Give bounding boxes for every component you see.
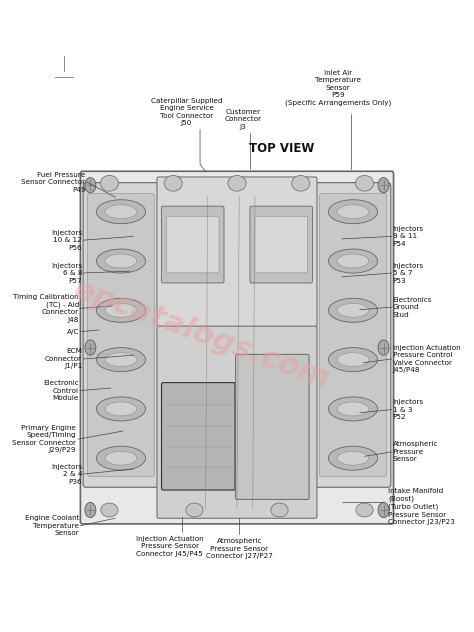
Text: Inlet Air
Temperature
Sensor
P59
(Specific Arrangements Only): Inlet Air Temperature Sensor P59 (Specif… <box>285 70 392 106</box>
Ellipse shape <box>105 402 137 416</box>
Ellipse shape <box>96 200 146 224</box>
FancyBboxPatch shape <box>157 177 317 327</box>
Ellipse shape <box>96 298 146 322</box>
Ellipse shape <box>186 503 203 517</box>
Ellipse shape <box>101 503 118 517</box>
Text: Fuel Pressure
Sensor Connector
P49: Fuel Pressure Sensor Connector P49 <box>21 171 85 193</box>
Circle shape <box>378 340 389 355</box>
Text: Customer
Connector
J3: Customer Connector J3 <box>225 109 262 130</box>
Text: Intake Manifold
(Boost)
(Turbo Outlet)
Pressure Sensor
Connector J23/P23: Intake Manifold (Boost) (Turbo Outlet) P… <box>388 489 455 525</box>
Circle shape <box>85 178 96 193</box>
FancyBboxPatch shape <box>162 206 224 283</box>
Ellipse shape <box>337 303 369 317</box>
Text: Primary Engine
Speed/Timing
Sensor Connector
J29/P29: Primary Engine Speed/Timing Sensor Conne… <box>12 425 76 454</box>
Ellipse shape <box>228 176 246 191</box>
Text: Injectors
10 & 12
P56: Injectors 10 & 12 P56 <box>51 229 82 251</box>
Ellipse shape <box>328 397 378 421</box>
Ellipse shape <box>96 397 146 421</box>
Circle shape <box>378 178 389 193</box>
Text: Caterpillar Supplied
Engine Service
Tool Connector
J50: Caterpillar Supplied Engine Service Tool… <box>151 98 222 126</box>
Ellipse shape <box>96 249 146 273</box>
Ellipse shape <box>356 503 373 517</box>
Ellipse shape <box>100 176 118 191</box>
Text: Injectors
9 & 11
P54: Injectors 9 & 11 P54 <box>392 226 424 247</box>
FancyBboxPatch shape <box>83 183 159 487</box>
Text: Atmospheric
Pressure
Sensor: Atmospheric Pressure Sensor <box>392 441 438 463</box>
Ellipse shape <box>96 348 146 372</box>
Ellipse shape <box>328 200 378 224</box>
Text: Atmospheric
Pressure Sensor
Connector J27/P27: Atmospheric Pressure Sensor Connector J2… <box>206 538 273 559</box>
Ellipse shape <box>328 348 378 372</box>
Ellipse shape <box>105 303 137 317</box>
Ellipse shape <box>328 446 378 470</box>
FancyBboxPatch shape <box>162 382 235 490</box>
FancyBboxPatch shape <box>319 193 386 477</box>
Text: TOP VIEW: TOP VIEW <box>249 142 314 155</box>
FancyBboxPatch shape <box>250 206 312 283</box>
Ellipse shape <box>271 503 288 517</box>
FancyBboxPatch shape <box>255 216 308 273</box>
Ellipse shape <box>105 451 137 465</box>
Ellipse shape <box>105 254 137 268</box>
Ellipse shape <box>337 353 369 367</box>
Text: Injectors
5 & 7
P53: Injectors 5 & 7 P53 <box>392 262 424 284</box>
Ellipse shape <box>337 205 369 219</box>
Ellipse shape <box>337 402 369 416</box>
Text: Electronic
Control
Module: Electronic Control Module <box>43 380 79 401</box>
Text: Injectors
6 & 8
P57: Injectors 6 & 8 P57 <box>51 262 82 284</box>
Ellipse shape <box>328 298 378 322</box>
FancyBboxPatch shape <box>315 183 391 487</box>
FancyBboxPatch shape <box>166 216 219 273</box>
Text: Engine Coolant
Temperature
Sensor: Engine Coolant Temperature Sensor <box>25 515 79 537</box>
FancyBboxPatch shape <box>81 171 393 524</box>
Ellipse shape <box>164 176 182 191</box>
Circle shape <box>85 502 96 518</box>
Ellipse shape <box>328 249 378 273</box>
Text: Timing Calibration
(TC) - Aid
Connector
J48: Timing Calibration (TC) - Aid Connector … <box>13 294 79 323</box>
Text: ECM
Connector
J1/P1: ECM Connector J1/P1 <box>45 348 82 370</box>
FancyBboxPatch shape <box>88 193 154 477</box>
FancyBboxPatch shape <box>157 326 317 518</box>
Circle shape <box>85 340 96 355</box>
Ellipse shape <box>96 446 146 470</box>
Text: Electronics
Ground
Stud: Electronics Ground Stud <box>392 296 432 318</box>
Text: A/C: A/C <box>66 329 79 335</box>
Text: Injection Actuation
Pressure Control
Valve Connector
J45/P48: Injection Actuation Pressure Control Val… <box>392 344 460 374</box>
Ellipse shape <box>292 176 310 191</box>
Text: Injectors
1 & 3
P52: Injectors 1 & 3 P52 <box>392 399 424 420</box>
Text: Injectors
2 & 4
P36: Injectors 2 & 4 P36 <box>51 463 82 485</box>
Circle shape <box>378 502 389 518</box>
FancyBboxPatch shape <box>236 355 309 499</box>
Ellipse shape <box>356 176 374 191</box>
Ellipse shape <box>105 205 137 219</box>
Ellipse shape <box>105 353 137 367</box>
Ellipse shape <box>337 254 369 268</box>
Ellipse shape <box>337 451 369 465</box>
Text: Injection Actuation
Pressure Sensor
Connector J45/P45: Injection Actuation Pressure Sensor Conn… <box>136 536 203 557</box>
Text: epcatalogs.com: epcatalogs.com <box>70 275 334 395</box>
